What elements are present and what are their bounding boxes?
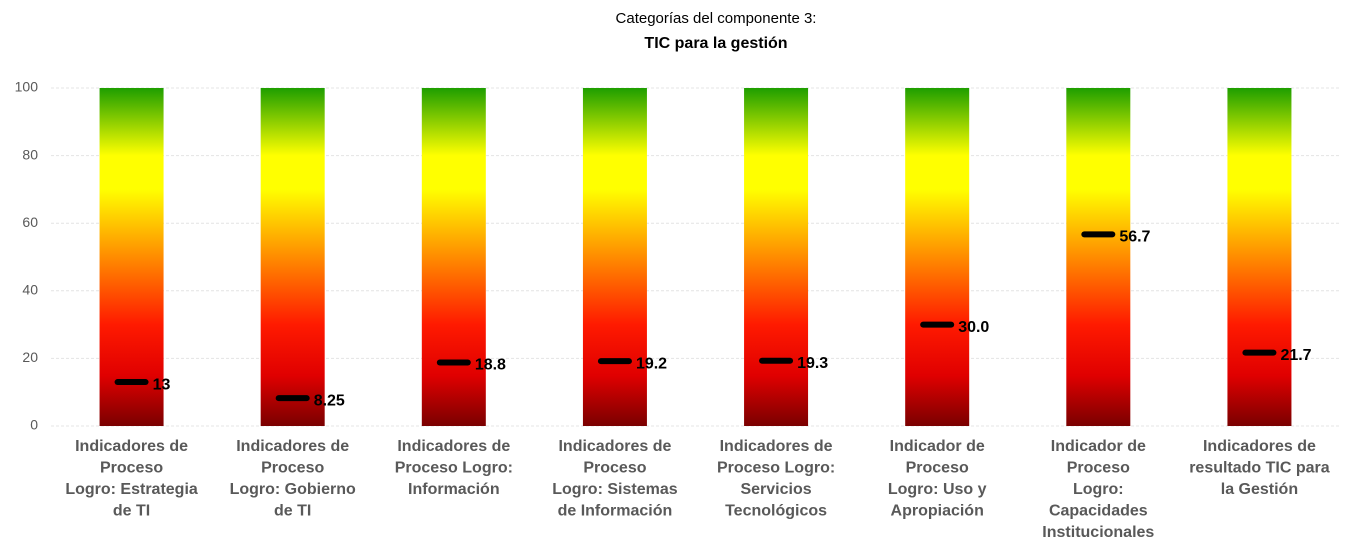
y-tick-label: 20 [22,349,38,365]
range-band [1066,88,1131,426]
x-tick-label: de Información [558,503,673,520]
x-tick-label: Indicador de [1051,438,1146,455]
x-tick-label: Indicador de [890,438,985,455]
x-tick-label: Indicadores de [75,438,188,455]
range-band [99,88,164,426]
x-tick-label: Indicadores de [236,438,349,455]
y-tick-label: 40 [22,282,38,298]
range-band [1227,88,1292,426]
x-tick-label: Logro: Estrategia [65,481,198,498]
data-label: 56.7 [1119,229,1150,246]
y-tick-label: 80 [22,146,38,162]
x-tick-label: resultado TIC para [1189,460,1330,477]
x-tick-label: Logro: [1073,481,1124,498]
data-label: 8.25 [314,392,345,409]
x-tick-label: Proceso [261,460,324,477]
x-tick-label: de TI [113,503,150,520]
x-tick-label: Logro: Sistemas [552,481,677,498]
range-band [582,88,647,426]
range-band [260,88,325,426]
x-tick-label: Logro: Gobierno [230,481,356,498]
x-tick-label: la Gestión [1221,481,1298,498]
x-tick-label: Indicadores de [720,438,833,455]
x-tick-label: Apropiación [891,503,984,520]
x-tick-label: Servicios [740,481,811,498]
x-tick-label: Capacidades [1049,503,1148,520]
x-tick-label: Proceso [583,460,646,477]
x-tick-label: Indicadores de [558,438,671,455]
data-label: 13 [153,376,171,393]
x-tick-label: Indicadores de [397,438,510,455]
data-label: 18.8 [475,357,506,374]
range-band [744,88,809,426]
data-label: 19.2 [636,355,667,372]
chart-subtitle: TIC para la gestión [644,35,787,52]
x-tick-label: Proceso [100,460,163,477]
x-tick-label: de TI [274,503,311,520]
x-tick-label: Información [408,481,500,498]
x-tick-label: Logro: Uso y [888,481,987,498]
x-tick-label: Indicadores de [1203,438,1316,455]
y-tick-label: 60 [22,214,38,230]
x-tick-label: Proceso Logro: [395,460,513,477]
data-label: 19.3 [797,355,828,372]
x-tick-label: Institucionales [1042,524,1154,541]
data-label: 30.0 [958,319,989,336]
x-tick-label: Proceso [906,460,969,477]
y-tick-label: 0 [30,417,38,433]
chart-title: Categorías del componente 3: [616,10,817,27]
range-band [905,88,970,426]
range-band [421,88,486,426]
x-tick-label: Proceso Logro: [717,460,835,477]
x-tick-label: Tecnológicos [725,503,827,520]
x-tick-label: Proceso [1067,460,1130,477]
data-label: 21.7 [1280,347,1311,364]
y-tick-label: 100 [15,79,39,95]
